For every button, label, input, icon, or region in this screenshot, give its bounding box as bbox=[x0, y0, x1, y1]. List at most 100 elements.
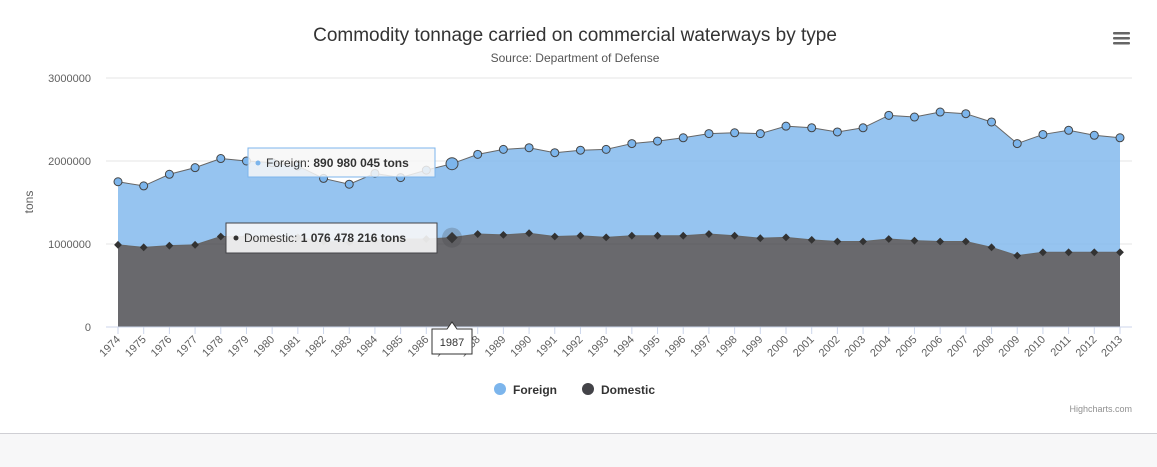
legend[interactable]: Foreign Domestic bbox=[494, 383, 655, 397]
marker-foreign[interactable] bbox=[164, 169, 174, 179]
x-tick-label: 1999 bbox=[740, 334, 766, 360]
marker-domestic[interactable] bbox=[602, 233, 611, 242]
marker-foreign[interactable] bbox=[445, 157, 459, 171]
x-tick-label: 1994 bbox=[611, 334, 637, 360]
marker-foreign[interactable] bbox=[550, 148, 560, 158]
x-tick-label: 1974 bbox=[97, 334, 123, 360]
x-tick-label: 1979 bbox=[226, 334, 252, 360]
marker-domestic[interactable] bbox=[1039, 248, 1047, 257]
marker-foreign[interactable] bbox=[473, 149, 483, 159]
x-tick-label: 1989 bbox=[483, 334, 509, 360]
y-tick-label: 2000000 bbox=[48, 156, 91, 168]
x-tick-label: 2002 bbox=[817, 334, 843, 360]
marker-domestic[interactable] bbox=[987, 243, 996, 252]
tooltip-foreign-value: 890 980 045 tons bbox=[313, 156, 409, 170]
marker-domestic-halo bbox=[442, 227, 462, 248]
marker-foreign[interactable] bbox=[884, 110, 894, 120]
chart-title: Commodity tonnage carried on commercial … bbox=[313, 25, 837, 46]
marker-domestic[interactable] bbox=[859, 237, 867, 246]
marker-domestic[interactable] bbox=[1013, 251, 1022, 260]
x-tick-label: 2012 bbox=[1074, 334, 1100, 360]
legend-domestic-symbol bbox=[582, 383, 594, 395]
marker-foreign[interactable] bbox=[190, 163, 200, 173]
marker-domestic[interactable] bbox=[910, 236, 919, 245]
x-tick-label: 2004 bbox=[868, 334, 894, 360]
marker-domestic[interactable] bbox=[499, 230, 508, 239]
marker-domestic[interactable] bbox=[756, 234, 765, 243]
marker-domestic[interactable] bbox=[833, 237, 842, 246]
hamburger-menu-icon[interactable] bbox=[1106, 24, 1136, 52]
marker-foreign[interactable] bbox=[730, 128, 740, 138]
marker-domestic[interactable] bbox=[1090, 248, 1099, 257]
marker-domestic[interactable] bbox=[730, 231, 739, 240]
tooltip-category: 1987 bbox=[431, 321, 473, 355]
marker-foreign[interactable] bbox=[909, 112, 919, 122]
marker-domestic[interactable] bbox=[1064, 248, 1073, 257]
marker-foreign[interactable] bbox=[575, 145, 585, 155]
tooltip-category-label: 1987 bbox=[440, 337, 464, 349]
marker-domestic[interactable] bbox=[961, 237, 970, 246]
marker-foreign[interactable] bbox=[781, 121, 791, 131]
area-foreign[interactable] bbox=[118, 112, 1120, 256]
marker-foreign[interactable] bbox=[987, 117, 997, 127]
marker-domestic[interactable] bbox=[114, 240, 122, 249]
marker-foreign[interactable] bbox=[601, 144, 611, 154]
marker-foreign[interactable] bbox=[1012, 139, 1022, 149]
marker-domestic[interactable] bbox=[705, 230, 713, 238]
legend-item-foreign[interactable]: Foreign bbox=[494, 383, 557, 397]
x-tick-label: 2000 bbox=[765, 334, 791, 360]
legend-item-domestic[interactable]: Domestic bbox=[582, 383, 655, 397]
marker-foreign[interactable] bbox=[139, 181, 149, 191]
marker-domestic[interactable] bbox=[525, 229, 533, 238]
marker-foreign[interactable] bbox=[344, 179, 354, 189]
x-tick-label: 1975 bbox=[123, 334, 149, 360]
marker-domestic[interactable] bbox=[165, 241, 174, 250]
marker-foreign[interactable] bbox=[1038, 129, 1048, 139]
marker-domestic[interactable] bbox=[576, 231, 585, 240]
marker-foreign[interactable] bbox=[678, 133, 688, 143]
marker-foreign[interactable] bbox=[524, 143, 534, 153]
area-domestic[interactable] bbox=[118, 233, 1120, 327]
x-tick-label: 1983 bbox=[329, 334, 355, 360]
marker-domestic[interactable] bbox=[653, 231, 662, 240]
legend-foreign-label: Foreign bbox=[513, 383, 557, 397]
chart-subtitle: Source: Department of Defense bbox=[491, 51, 660, 65]
marker-domestic[interactable] bbox=[550, 232, 559, 241]
marker-foreign[interactable] bbox=[627, 139, 637, 149]
y-tick-label: 3000000 bbox=[48, 73, 91, 85]
marker-foreign[interactable] bbox=[1115, 133, 1125, 143]
marker-domestic[interactable] bbox=[807, 235, 816, 244]
x-tick-label: 1991 bbox=[534, 334, 560, 360]
marker-foreign[interactable] bbox=[653, 136, 663, 146]
credits-link[interactable]: Highcharts.com bbox=[1069, 404, 1132, 414]
chart-svg: Commodity tonnage carried on commercial … bbox=[22, 24, 1136, 414]
marker-foreign[interactable] bbox=[935, 107, 945, 117]
marker-domestic[interactable] bbox=[139, 243, 148, 252]
marker-foreign[interactable] bbox=[832, 127, 842, 137]
area-series[interactable] bbox=[117, 111, 1121, 327]
marker-foreign[interactable] bbox=[755, 129, 765, 139]
marker-foreign[interactable] bbox=[704, 129, 714, 139]
marker-foreign[interactable] bbox=[807, 123, 817, 133]
marker-foreign[interactable] bbox=[113, 177, 123, 187]
marker-domestic[interactable] bbox=[191, 240, 199, 249]
tooltip-domestic: Domestic: 1 076 478 216 tons bbox=[225, 222, 438, 254]
marker-domestic[interactable] bbox=[936, 237, 945, 246]
x-tick-label: 1977 bbox=[174, 334, 200, 360]
marker-foreign[interactable] bbox=[1064, 125, 1074, 135]
marker-domestic[interactable] bbox=[782, 233, 790, 242]
marker-domestic[interactable] bbox=[1116, 248, 1124, 257]
marker-foreign[interactable] bbox=[858, 123, 868, 133]
marker-domestic[interactable] bbox=[627, 231, 636, 240]
marker-foreign[interactable] bbox=[498, 144, 508, 154]
marker-domestic[interactable] bbox=[679, 231, 688, 240]
marker-domestic[interactable] bbox=[446, 231, 458, 244]
y-tick-label: 0 bbox=[85, 322, 91, 334]
marker-domestic[interactable] bbox=[473, 230, 482, 238]
marker-foreign[interactable] bbox=[961, 109, 971, 119]
marker-domestic[interactable] bbox=[216, 232, 225, 241]
marker-foreign[interactable] bbox=[1089, 130, 1099, 140]
x-tick-label: 1985 bbox=[380, 334, 406, 360]
marker-domestic[interactable] bbox=[884, 235, 893, 243]
marker-foreign[interactable] bbox=[216, 154, 226, 164]
